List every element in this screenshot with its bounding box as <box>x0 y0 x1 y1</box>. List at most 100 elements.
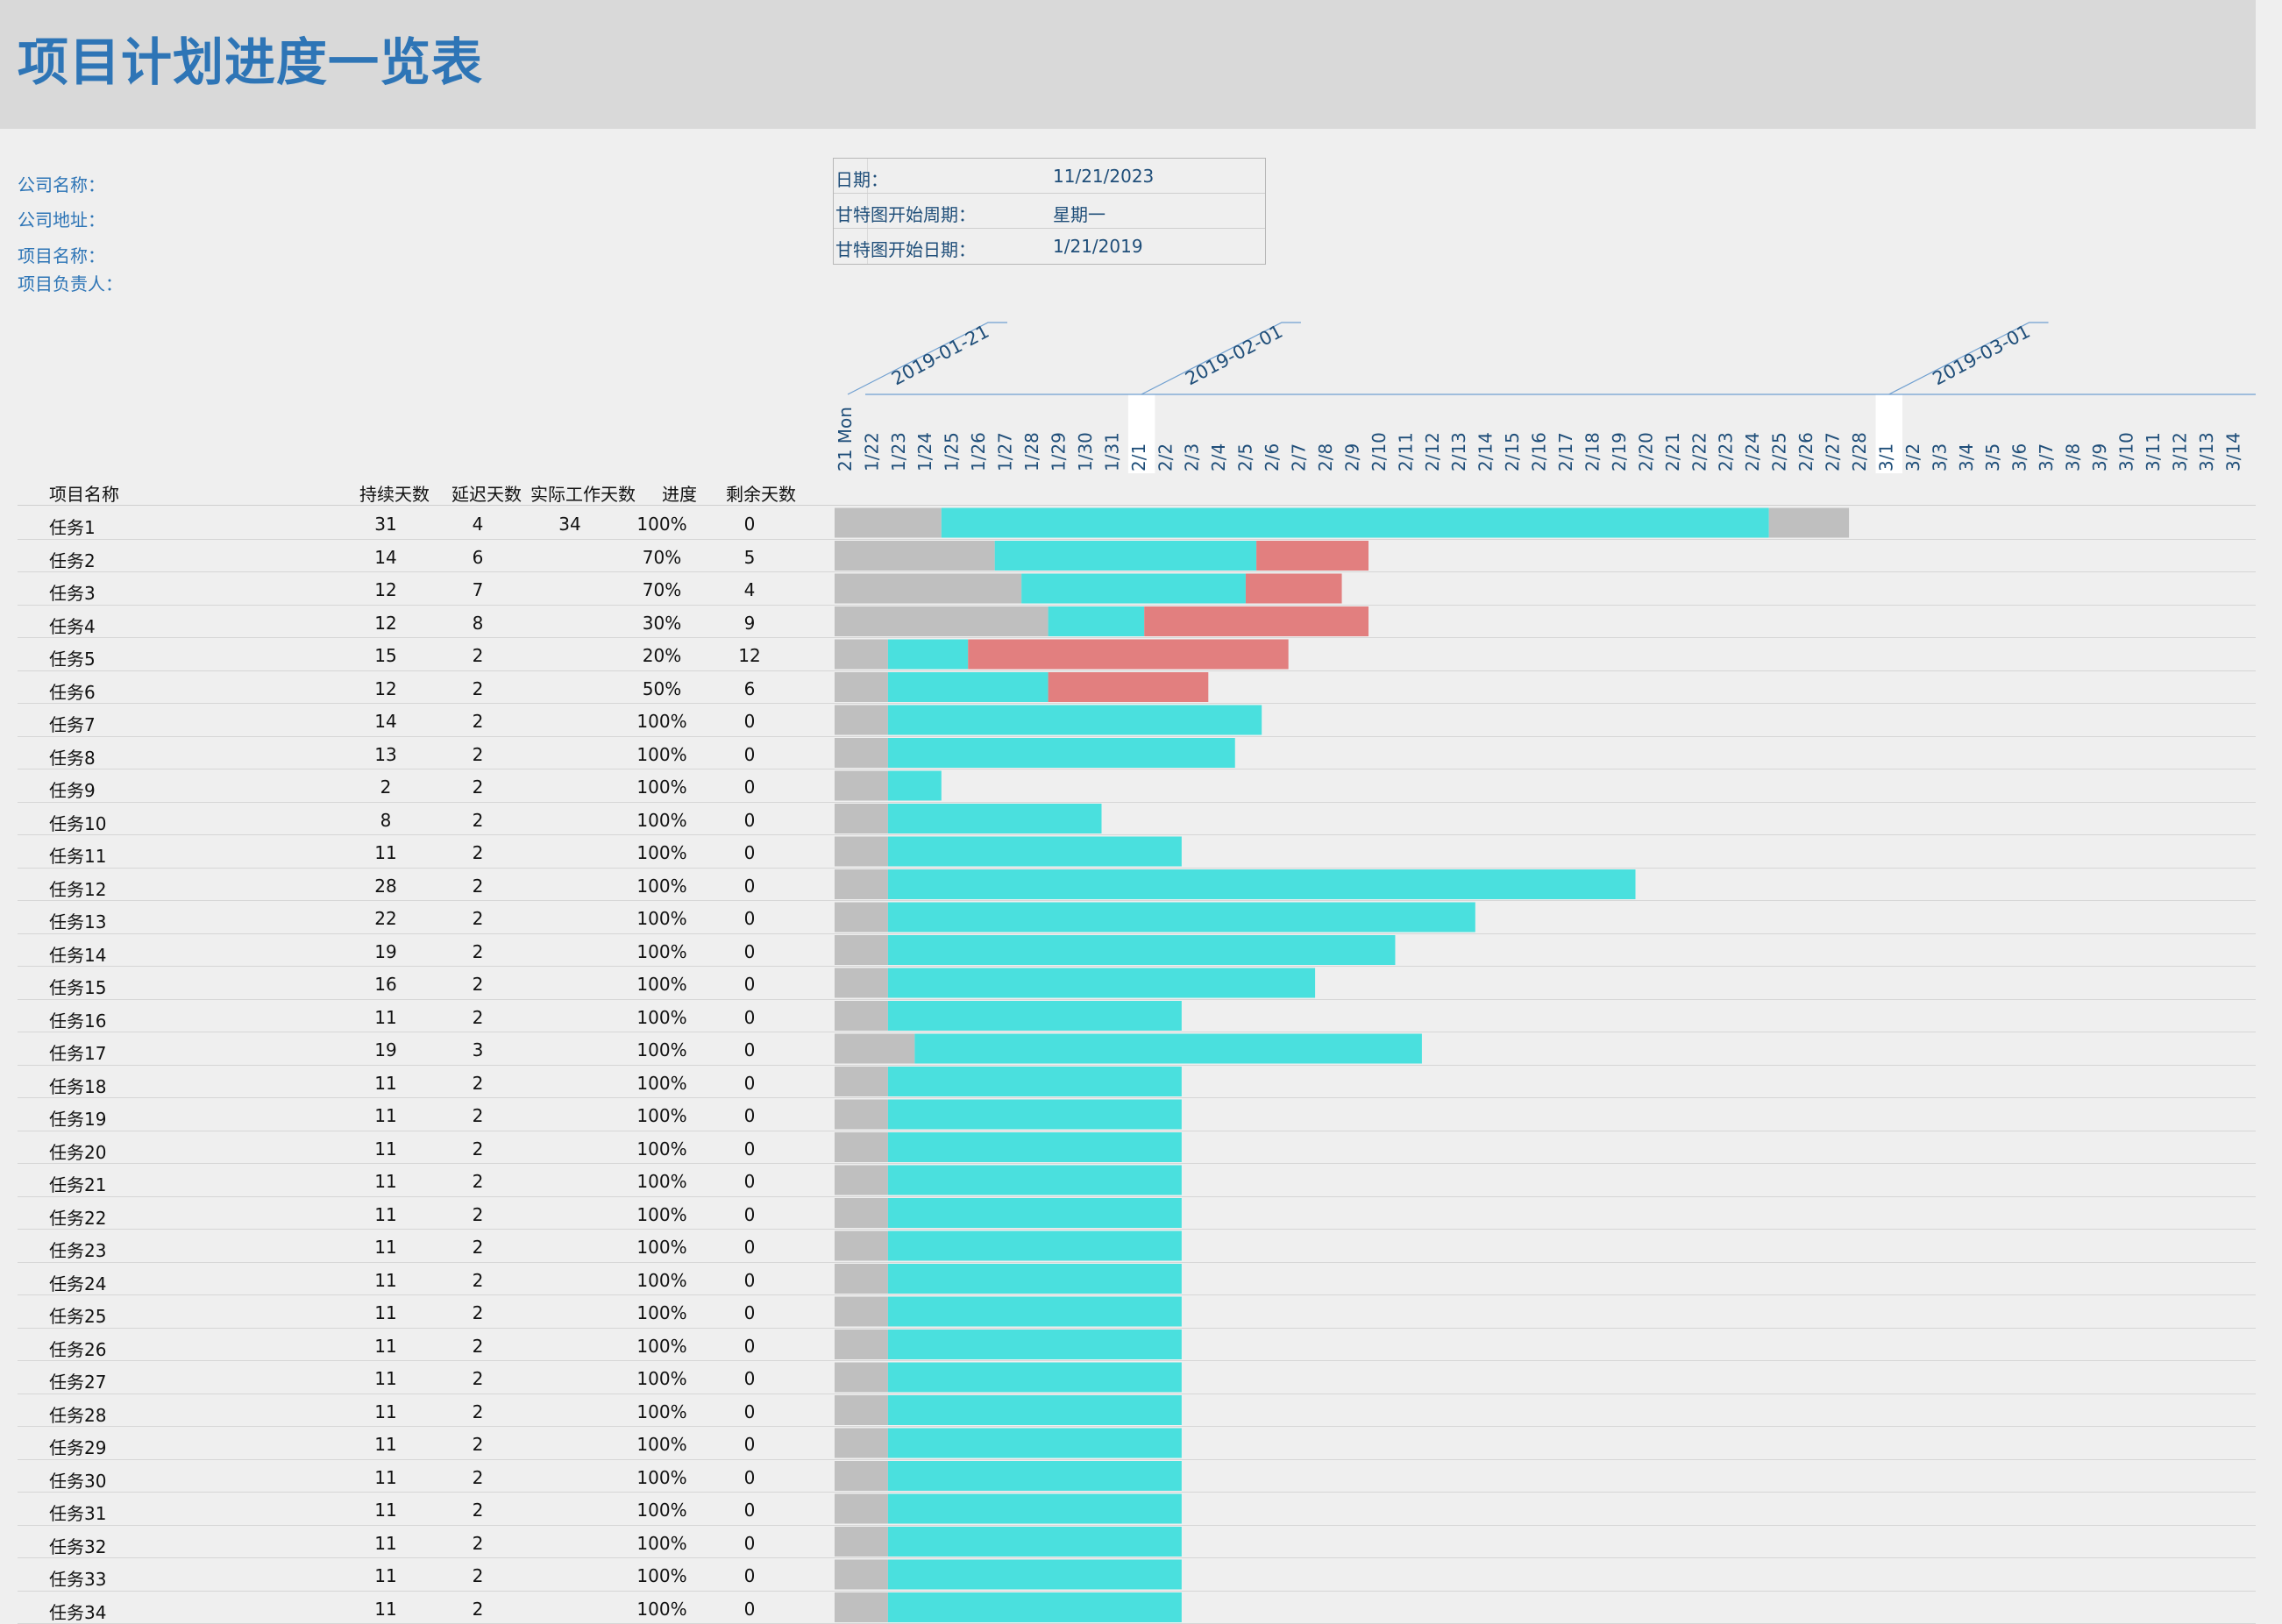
table-row[interactable]: 任务32 11 2 100% 0 <box>18 1526 2256 1558</box>
table-row[interactable]: 任务4 12 8 30% 9 <box>18 606 2256 638</box>
task-remaining: 12 <box>738 645 761 666</box>
task-progress: 100% <box>636 1500 687 1521</box>
task-name: 任务19 <box>49 1109 107 1130</box>
table-row[interactable]: 任务19 11 2 100% 0 <box>18 1098 2256 1131</box>
task-progress: 100% <box>636 743 687 765</box>
gantt-week-label: 甘特图开始周期： <box>835 204 976 225</box>
table-row[interactable]: 任务25 11 2 100% 0 <box>18 1295 2256 1329</box>
delay-bar <box>835 1198 888 1228</box>
table-row[interactable]: 任务7 14 2 100% 0 <box>18 704 2256 737</box>
info-row-date: 日期： 11/21/2023 <box>834 159 1265 194</box>
table-row[interactable]: 任务28 11 2 100% 0 <box>18 1394 2256 1427</box>
table-row[interactable]: 任务27 11 2 100% 0 <box>18 1361 2256 1394</box>
table-row[interactable]: 任务15 16 2 100% 0 <box>18 967 2256 1000</box>
gantt-start-value[interactable]: 1/21/2019 <box>1053 236 1143 257</box>
table-row[interactable]: 任务18 11 2 100% 0 <box>18 1066 2256 1098</box>
date-tick-label: 3/1 <box>1875 443 1896 472</box>
table-row[interactable]: 任务31 11 2 100% 0 <box>18 1493 2256 1526</box>
table-row[interactable]: 任务5 15 2 20% 12 <box>18 638 2256 671</box>
delay-bar <box>835 738 888 768</box>
date-tick-label: 2/15 <box>1502 432 1523 472</box>
done-bar <box>887 804 1102 833</box>
task-remaining: 0 <box>743 908 756 929</box>
task-name: 任务27 <box>49 1372 107 1393</box>
table-row[interactable]: 任务17 19 3 100% 0 <box>18 1032 2256 1066</box>
delay-bar <box>835 639 888 670</box>
month-label-leader <box>1888 322 2049 395</box>
date-tick-label: 1/29 <box>1048 432 1069 472</box>
date-tick-label: 2/16 <box>1529 432 1550 472</box>
done-bar <box>887 1067 1182 1096</box>
date-tick-label: 3/4 <box>1956 443 1977 472</box>
task-delay: 2 <box>472 677 484 699</box>
table-row[interactable]: 任务1 31 4 34 100% 0 <box>18 507 2256 540</box>
table-row[interactable]: 任务16 11 2 100% 0 <box>18 1000 2256 1032</box>
delay-bar <box>835 705 888 735</box>
info-row-week: 甘特图开始周期： 星期一 <box>834 194 1265 229</box>
table-row[interactable]: 任务30 11 2 100% 0 <box>18 1460 2256 1493</box>
task-duration: 11 <box>374 1434 397 1455</box>
task-name: 任务5 <box>49 649 96 670</box>
task-remaining: 6 <box>743 677 756 699</box>
delay-bar <box>835 968 888 998</box>
date-value[interactable]: 11/21/2023 <box>1053 166 1155 187</box>
date-tick-label: 2/26 <box>1795 432 1816 472</box>
task-remaining: 0 <box>743 1500 756 1521</box>
overrun-bar <box>1768 507 1850 538</box>
task-remaining: 0 <box>743 1105 756 1126</box>
task-delay: 2 <box>472 1203 484 1225</box>
table-row[interactable]: 任务2 14 6 70% 5 <box>18 540 2256 572</box>
table-row[interactable]: 任务9 2 2 100% 0 <box>18 769 2256 803</box>
table-row[interactable]: 任务13 22 2 100% 0 <box>18 901 2256 934</box>
date-label: 日期： <box>835 169 888 190</box>
table-row[interactable]: 任务6 12 2 50% 6 <box>18 671 2256 704</box>
table-row[interactable]: 任务21 11 2 100% 0 <box>18 1164 2256 1197</box>
header-rule <box>18 505 2256 506</box>
task-duration: 11 <box>374 1598 397 1620</box>
task-progress: 50% <box>642 677 682 699</box>
task-progress: 70% <box>642 579 682 600</box>
task-remaining: 0 <box>743 1466 756 1488</box>
table-row[interactable]: 任务12 28 2 100% 0 <box>18 869 2256 901</box>
table-row[interactable]: 任务23 11 2 100% 0 <box>18 1230 2256 1263</box>
delay-bar <box>835 1461 888 1491</box>
task-name: 任务3 <box>49 583 96 604</box>
table-row[interactable]: 任务26 11 2 100% 0 <box>18 1329 2256 1361</box>
page-title: 项目计划进度一览表 <box>18 32 484 92</box>
task-name: 任务4 <box>49 615 96 637</box>
task-duration: 19 <box>374 1039 397 1060</box>
date-tick-label: 2/19 <box>1609 432 1630 472</box>
gantt-start-label: 甘特图开始日期： <box>835 239 976 260</box>
task-duration: 13 <box>374 743 397 765</box>
task-progress: 100% <box>636 1302 687 1323</box>
table-row[interactable]: 任务8 13 2 100% 0 <box>18 737 2256 769</box>
table-row[interactable]: 任务10 8 2 100% 0 <box>18 803 2256 835</box>
table-row[interactable]: 任务11 11 2 100% 0 <box>18 835 2256 869</box>
table-row[interactable]: 任务14 19 2 100% 0 <box>18 934 2256 967</box>
table-row[interactable]: 任务3 12 7 70% 4 <box>18 572 2256 606</box>
table-row[interactable]: 任务20 11 2 100% 0 <box>18 1131 2256 1164</box>
task-delay: 2 <box>472 940 484 962</box>
delay-bar <box>835 507 942 538</box>
table-row[interactable]: 任务22 11 2 100% 0 <box>18 1197 2256 1230</box>
task-remaining: 0 <box>743 1138 756 1159</box>
task-progress: 100% <box>636 711 687 732</box>
table-row[interactable]: 任务33 11 2 100% 0 <box>18 1558 2256 1592</box>
task-progress: 100% <box>636 1532 687 1554</box>
task-progress: 100% <box>636 974 687 995</box>
date-tick-label: 2/13 <box>1448 432 1469 472</box>
task-duration: 2 <box>380 777 392 798</box>
date-tick-label: 3/14 <box>2222 432 2243 472</box>
task-duration: 11 <box>374 1302 397 1323</box>
gantt-week-value[interactable]: 星期一 <box>1053 204 1105 225</box>
done-bar <box>887 1559 1182 1590</box>
date-tick-label: 2/12 <box>1422 432 1443 472</box>
task-progress: 100% <box>636 1368 687 1389</box>
task-delay: 6 <box>472 546 484 568</box>
table-row[interactable]: 任务24 11 2 100% 0 <box>18 1263 2256 1295</box>
date-tick-label: 1/31 <box>1101 432 1122 472</box>
table-row[interactable]: 任务29 11 2 100% 0 <box>18 1427 2256 1460</box>
task-delay: 8 <box>472 612 484 634</box>
task-name: 任务8 <box>49 747 96 769</box>
